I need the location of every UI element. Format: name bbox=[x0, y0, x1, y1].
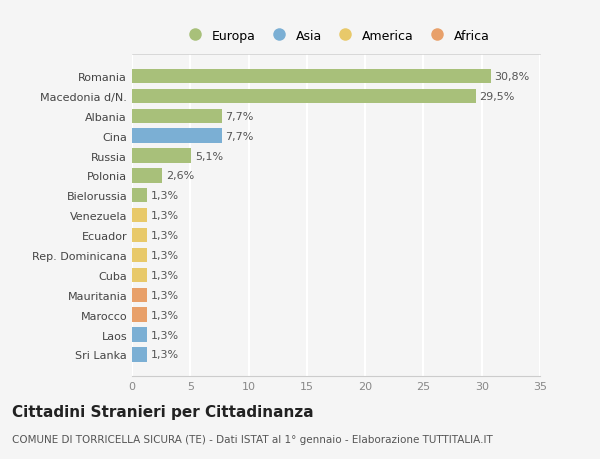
Text: Cittadini Stranieri per Cittadinanza: Cittadini Stranieri per Cittadinanza bbox=[12, 404, 314, 419]
Text: COMUNE DI TORRICELLA SICURA (TE) - Dati ISTAT al 1° gennaio - Elaborazione TUTTI: COMUNE DI TORRICELLA SICURA (TE) - Dati … bbox=[12, 434, 493, 444]
Bar bbox=[132, 328, 147, 342]
Text: 1,3%: 1,3% bbox=[151, 290, 179, 300]
Text: 1,3%: 1,3% bbox=[151, 211, 179, 221]
Text: 7,7%: 7,7% bbox=[225, 112, 254, 122]
Bar bbox=[132, 169, 163, 183]
Bar bbox=[132, 149, 191, 163]
Text: 1,3%: 1,3% bbox=[151, 310, 179, 320]
Text: 2,6%: 2,6% bbox=[166, 171, 194, 181]
Bar bbox=[132, 109, 222, 123]
Bar bbox=[132, 268, 147, 282]
Text: 1,3%: 1,3% bbox=[151, 350, 179, 359]
Text: 1,3%: 1,3% bbox=[151, 230, 179, 241]
Bar bbox=[132, 288, 147, 302]
Bar bbox=[132, 248, 147, 263]
Bar bbox=[132, 229, 147, 243]
Text: 7,7%: 7,7% bbox=[225, 131, 254, 141]
Legend: Europa, Asia, America, Africa: Europa, Asia, America, Africa bbox=[178, 26, 494, 46]
Bar bbox=[132, 129, 222, 144]
Bar bbox=[132, 189, 147, 203]
Text: 1,3%: 1,3% bbox=[151, 191, 179, 201]
Text: 30,8%: 30,8% bbox=[494, 72, 530, 82]
Text: 1,3%: 1,3% bbox=[151, 270, 179, 280]
Text: 1,3%: 1,3% bbox=[151, 251, 179, 260]
Bar bbox=[132, 90, 476, 104]
Bar bbox=[132, 70, 491, 84]
Bar bbox=[132, 208, 147, 223]
Text: 29,5%: 29,5% bbox=[479, 92, 515, 101]
Text: 5,1%: 5,1% bbox=[195, 151, 223, 161]
Text: 1,3%: 1,3% bbox=[151, 330, 179, 340]
Bar bbox=[132, 308, 147, 322]
Bar bbox=[132, 347, 147, 362]
